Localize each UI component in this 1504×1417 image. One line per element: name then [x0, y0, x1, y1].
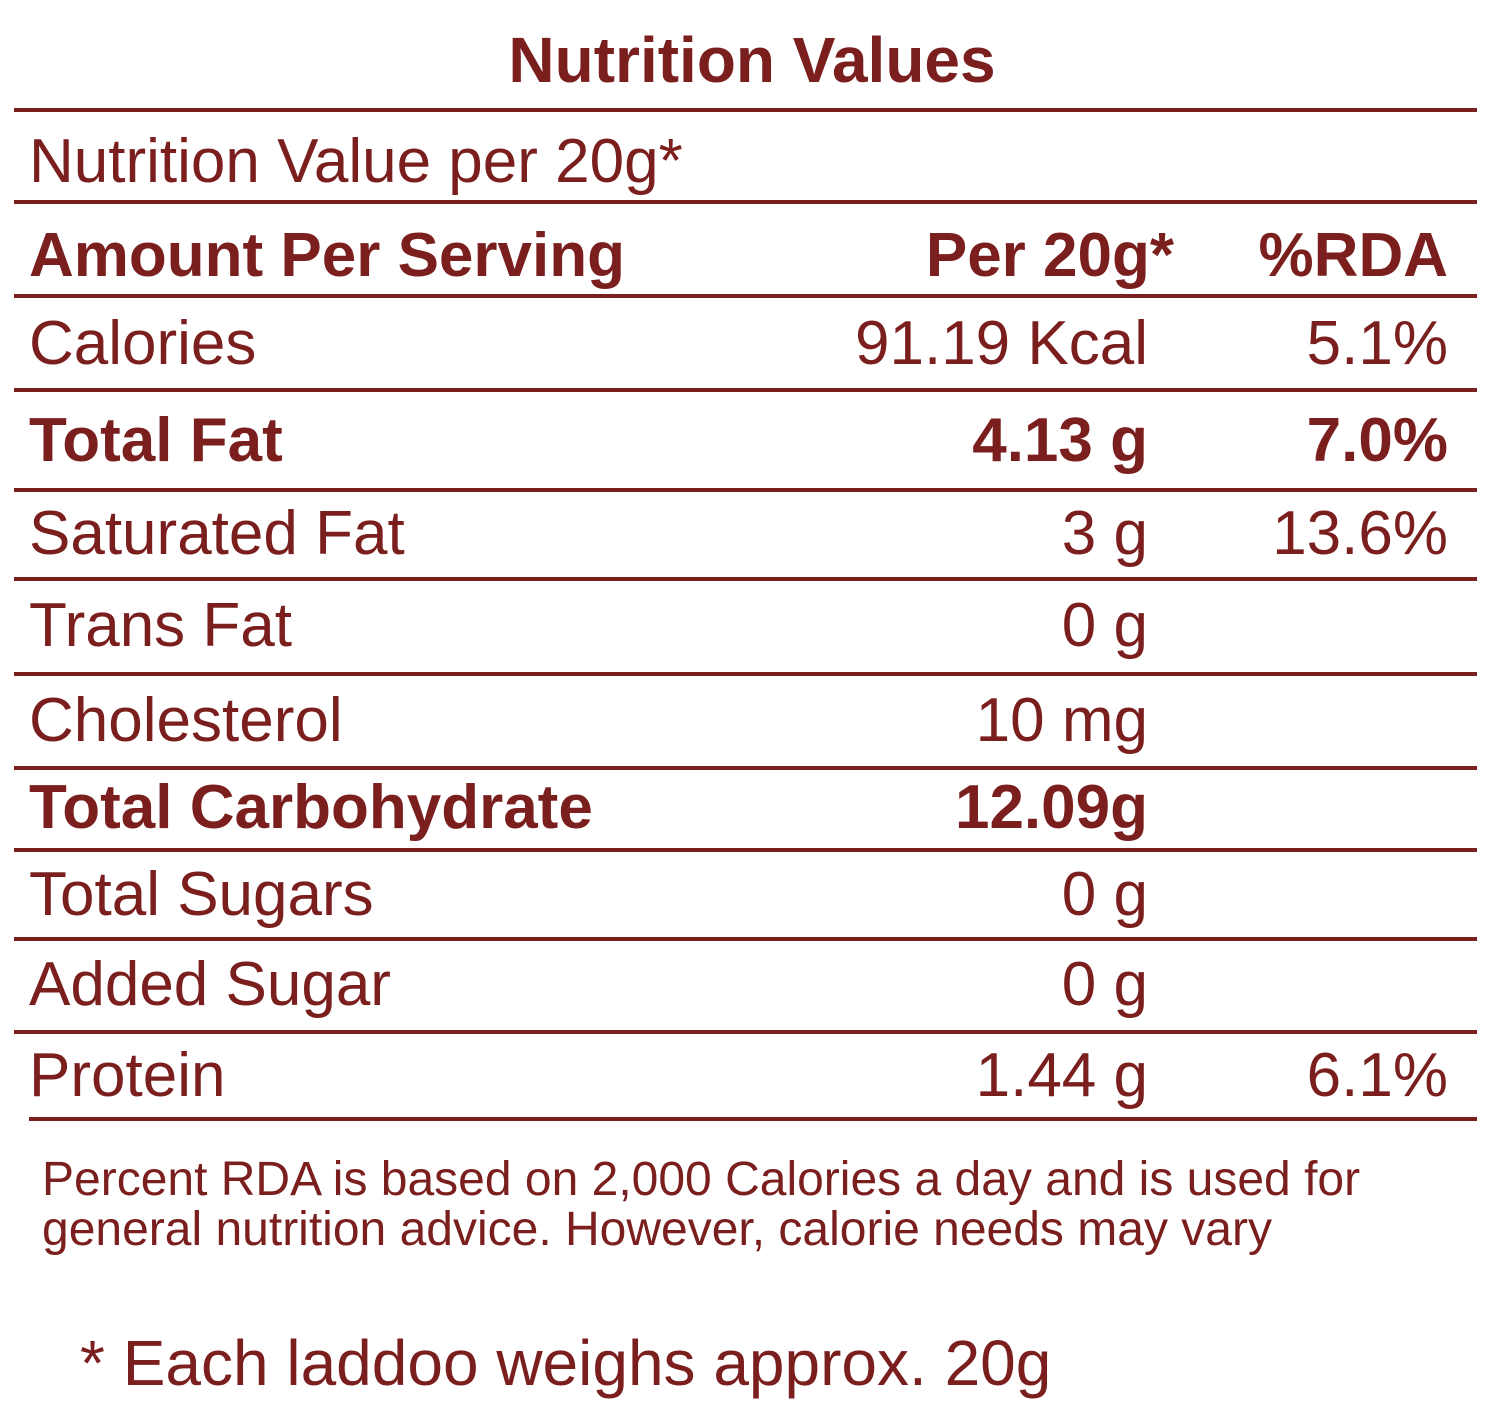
table-row: Total Sugars 0 g: [0, 852, 1504, 937]
nutrient-value: 3 g: [1061, 499, 1148, 568]
nutrient-label: Trans Fat: [29, 591, 292, 660]
nutrient-value: 0 g: [1061, 591, 1148, 660]
nutrient-value: 1.44 g: [975, 1041, 1148, 1110]
nutrient-rda: 5.1%: [1306, 309, 1448, 378]
divider: [14, 848, 1477, 852]
nutrient-value: 4.13 g: [972, 406, 1148, 475]
nutrient-label: Total Sugars: [29, 860, 374, 929]
rda-footnote: Percent RDA is based on 2,000 Calories a…: [42, 1153, 1361, 1256]
divider: [14, 294, 1477, 298]
header-rda: %RDA: [1258, 221, 1448, 290]
per-serving-note: Nutrition Value per 20g*: [29, 127, 683, 196]
nutrient-value: 12.09g: [954, 773, 1148, 842]
header-amount-per-serving: Amount Per Serving: [29, 221, 625, 290]
divider: [14, 937, 1477, 941]
table-row: Saturated Fat 3 g 13.6%: [0, 490, 1504, 577]
table-row: Cholesterol 10 mg: [0, 675, 1504, 766]
table-row: Total Carbohydrate 12.09g: [0, 768, 1504, 848]
nutrient-value: 0 g: [1061, 860, 1148, 929]
nutrient-value: 10 mg: [975, 686, 1148, 755]
nutrient-label: Saturated Fat: [29, 499, 405, 568]
nutrient-value: 0 g: [1061, 950, 1148, 1019]
nutrient-value: 91.19 Kcal: [855, 309, 1148, 378]
nutrient-label: Total Carbohydrate: [29, 773, 593, 842]
nutrient-label: Added Sugar: [29, 950, 391, 1019]
divider: [14, 388, 1477, 392]
divider: [14, 488, 1477, 492]
nutrient-label: Total Fat: [29, 406, 283, 475]
nutrient-rda: 7.0%: [1306, 406, 1448, 475]
nutrient-rda: 6.1%: [1306, 1041, 1448, 1110]
divider: [14, 577, 1477, 581]
table-row: Calories 91.19 Kcal 5.1%: [0, 300, 1504, 388]
header-per-20g: Per 20g*: [925, 221, 1174, 290]
nutrient-label: Cholesterol: [29, 686, 343, 755]
divider: [14, 1030, 1477, 1034]
table-row: Protein 1.44 g 6.1%: [0, 1035, 1504, 1117]
weight-note: * Each laddoo weighs approx. 20g: [80, 1327, 1052, 1399]
divider: [14, 766, 1477, 770]
table-row: Trans Fat 0 g: [0, 580, 1504, 672]
divider: [14, 672, 1477, 676]
nutrient-rda: 13.6%: [1272, 499, 1448, 568]
divider: [14, 108, 1477, 112]
nutrient-label: Calories: [29, 309, 257, 378]
divider: [29, 1117, 1477, 1121]
nutrient-label: Protein: [29, 1041, 226, 1110]
page-title: Nutrition Values: [508, 24, 996, 96]
table-row: Added Sugar 0 g: [0, 940, 1504, 1030]
table-header: Amount Per Serving Per 20g* %RDA: [0, 220, 1504, 292]
divider: [14, 200, 1477, 204]
table-row: Total Fat 4.13 g 7.0%: [0, 394, 1504, 488]
